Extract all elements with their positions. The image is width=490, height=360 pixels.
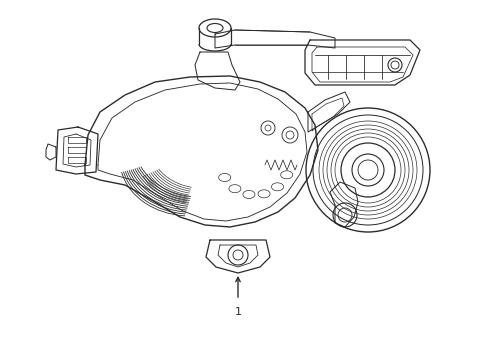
Text: 1: 1 — [235, 307, 242, 317]
